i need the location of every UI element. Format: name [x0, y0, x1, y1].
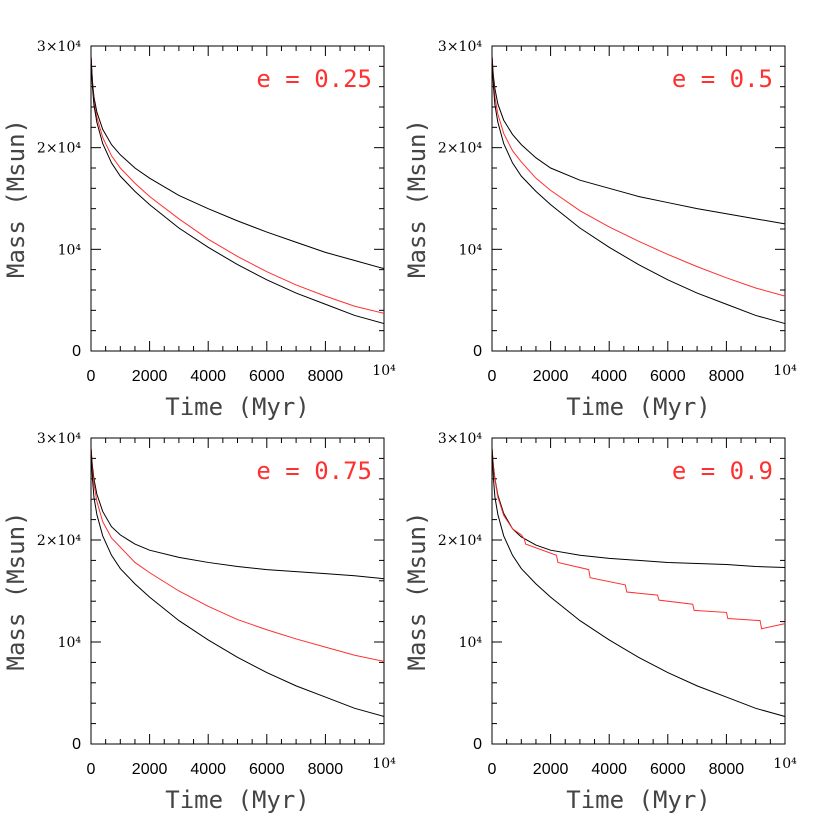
x-tick-label: 0	[87, 368, 96, 385]
x-tick-label: 10⁴	[372, 756, 396, 772]
series-line-1	[491, 56, 786, 225]
y-axis-title: Mass (Msun)	[403, 512, 431, 671]
x-tick-label: 10⁴	[773, 756, 797, 772]
y-tick-label: 2×10⁴	[438, 533, 482, 549]
panel-2: 0 2000 4000 6000 8000 10⁴ 0 10⁴ 2×10⁴ 3×10⁴ Time (…	[403, 39, 797, 421]
y-tick-label: 10⁴	[58, 635, 82, 651]
series-line-1	[90, 56, 385, 270]
x-tick-label: 0	[87, 761, 96, 778]
x-tick-label: 4000	[190, 368, 226, 385]
y-tick-label: 10⁴	[58, 242, 82, 258]
x-tick-label: 2000	[132, 368, 168, 385]
x-tick-label: 8000	[308, 761, 344, 778]
y-tick-label: 2×10⁴	[37, 141, 81, 157]
y-tick-label: 2×10⁴	[37, 533, 81, 549]
x-tick-label: 0	[488, 761, 497, 778]
y-tick-label: 10⁴	[459, 635, 483, 651]
y-axis-title: Mass (Msun)	[403, 119, 431, 278]
y-tick-label: 0	[473, 736, 482, 753]
x-tick-label: 6000	[650, 761, 686, 778]
x-tick-label: 8000	[709, 368, 745, 385]
eccentricity-label: e = 0.75	[256, 457, 372, 485]
y-tick-label: 0	[473, 343, 482, 360]
x-tick-label: 4000	[190, 761, 226, 778]
y-axis-title: Mass (Msun)	[2, 512, 30, 671]
x-axis-title: Time (Myr)	[165, 786, 310, 814]
series-line-2	[491, 448, 786, 630]
y-tick-label: 2×10⁴	[438, 141, 482, 157]
x-axis-title: Time (Myr)	[165, 393, 310, 421]
x-tick-label: 8000	[709, 761, 745, 778]
panel-1: 0 2000 4000 6000 8000 10⁴ 0 10⁴ 2×10⁴ 3×10⁴ Time (…	[2, 39, 396, 421]
panel-3: 0 2000 4000 6000 8000 10⁴ 0 10⁴ 2×10⁴ 3×10⁴ Time (…	[2, 431, 396, 814]
series-line-2	[90, 448, 385, 662]
series-line-3	[491, 448, 786, 717]
x-tick-label: 6000	[249, 761, 285, 778]
panel-4: 0 2000 4000 6000 8000 10⁴ 0 10⁴ 2×10⁴ 3×10⁴ Time (…	[403, 431, 797, 814]
y-tick-label: 3×10⁴	[37, 431, 81, 447]
x-axis-title: Time (Myr)	[566, 786, 711, 814]
y-axis-title: Mass (Msun)	[2, 119, 30, 278]
y-tick-label: 0	[72, 343, 81, 360]
x-tick-label: 10⁴	[773, 363, 797, 379]
x-tick-label: 8000	[308, 368, 344, 385]
series-line-3	[90, 448, 385, 717]
x-tick-label: 4000	[591, 368, 627, 385]
y-tick-label: 3×10⁴	[37, 39, 81, 55]
y-tick-label: 3×10⁴	[438, 431, 482, 447]
eccentricity-label: e = 0.25	[256, 65, 372, 93]
series-line-3	[90, 56, 385, 325]
x-tick-label: 2000	[533, 368, 569, 385]
x-tick-label: 6000	[249, 368, 285, 385]
x-tick-label: 4000	[591, 761, 627, 778]
y-tick-label: 10⁴	[459, 242, 483, 258]
series-line-1	[90, 448, 385, 580]
y-tick-label: 3×10⁴	[438, 39, 482, 55]
x-tick-label: 0	[488, 368, 497, 385]
x-tick-label: 2000	[533, 761, 569, 778]
eccentricity-label: e = 0.9	[672, 457, 773, 485]
series-line-3	[491, 56, 786, 325]
eccentricity-label: e = 0.5	[672, 65, 773, 93]
x-tick-label: 10⁴	[372, 363, 396, 379]
series-line-2	[90, 56, 385, 314]
x-axis-title: Time (Myr)	[566, 393, 711, 421]
series-line-2	[491, 56, 786, 297]
y-tick-label: 0	[72, 736, 81, 753]
x-tick-label: 2000	[132, 761, 168, 778]
x-tick-label: 6000	[650, 368, 686, 385]
